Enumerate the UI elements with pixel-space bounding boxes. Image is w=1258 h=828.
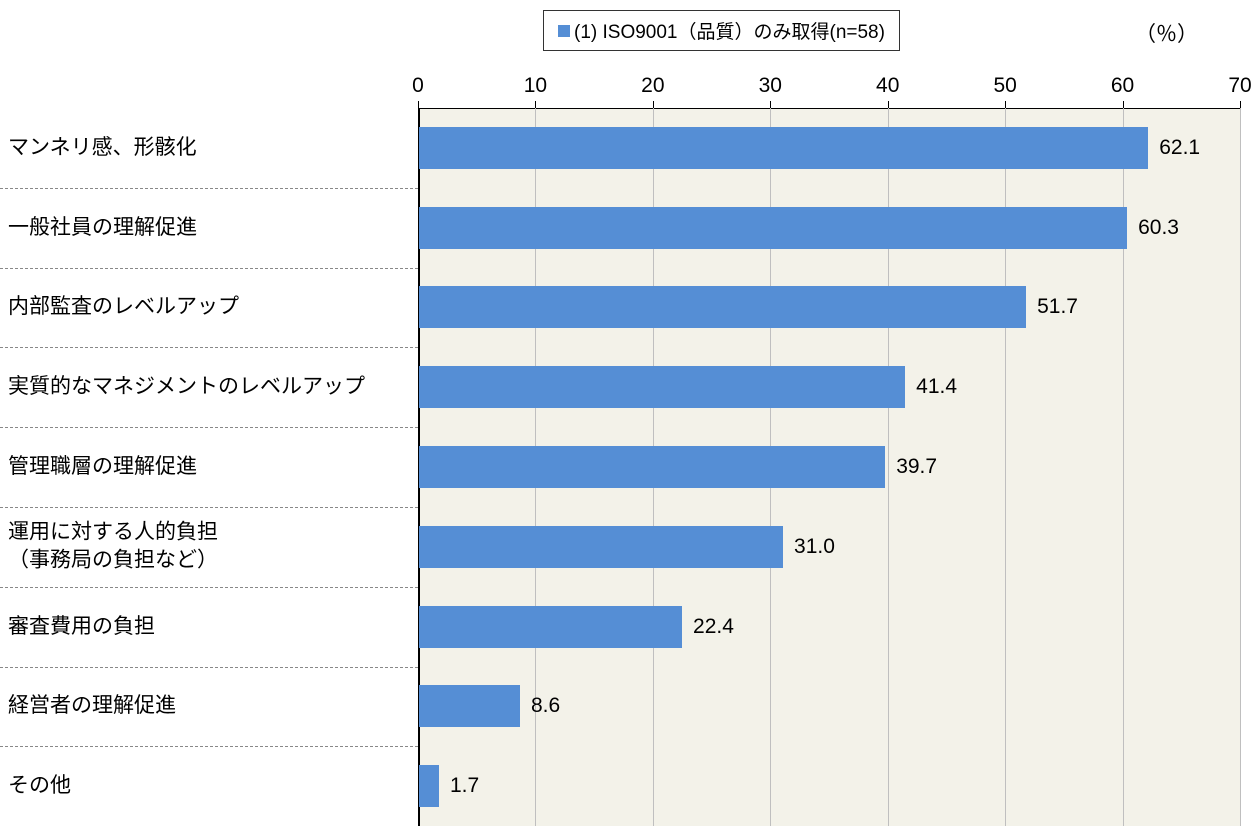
bar <box>419 765 439 807</box>
unit-label: （％） <box>1135 18 1198 48</box>
chart-row: 運用に対する人的負担 （事務局の負担など）31.0 <box>418 507 1240 587</box>
tick-mark <box>1123 101 1124 108</box>
tick-mark <box>535 101 536 108</box>
tick-mark <box>1240 101 1241 108</box>
chart-row: マンネリ感、形骸化62.1 <box>418 108 1240 188</box>
row-divider <box>0 427 418 428</box>
x-tick-label: 40 <box>876 74 899 98</box>
row-divider <box>0 667 418 668</box>
row-divider <box>0 587 418 588</box>
legend: (1) ISO9001（品質）のみ取得(n=58) <box>543 10 900 51</box>
row-divider <box>0 268 418 269</box>
chart-row: 管理職層の理解促進39.7 <box>418 427 1240 507</box>
bar <box>419 446 885 488</box>
tick-mark <box>1005 101 1006 108</box>
value-label: 41.4 <box>904 375 957 399</box>
x-tick-label: 50 <box>993 74 1016 98</box>
tick-mark <box>888 101 889 108</box>
x-tick-label: 10 <box>524 74 547 98</box>
category-label: 実質的なマネジメントのレベルアップ <box>8 373 418 401</box>
value-label: 31.0 <box>782 535 835 559</box>
row-divider <box>0 188 418 189</box>
chart-row: 審査費用の負担22.4 <box>418 587 1240 667</box>
category-label: 審査費用の負担 <box>8 613 418 641</box>
bar <box>419 286 1026 328</box>
legend-text: (1) ISO9001（品質）のみ取得(n=58) <box>574 17 885 44</box>
category-label: その他 <box>8 772 418 800</box>
bar <box>419 685 520 727</box>
tick-mark <box>770 101 771 108</box>
category-label: マンネリ感、形骸化 <box>8 134 418 162</box>
row-divider <box>0 347 418 348</box>
bar <box>419 207 1127 249</box>
value-label: 39.7 <box>884 455 937 479</box>
category-label: 内部監査のレベルアップ <box>8 293 418 321</box>
value-label: 62.1 <box>1147 136 1200 160</box>
chart-row: 実質的なマネジメントのレベルアップ41.4 <box>418 347 1240 427</box>
category-label: 運用に対する人的負担 （事務局の負担など） <box>8 519 418 576</box>
x-tick-label: 60 <box>1111 74 1134 98</box>
legend-swatch <box>558 25 570 37</box>
value-label: 1.7 <box>438 774 479 798</box>
chart-row: 内部監査のレベルアップ51.7 <box>418 268 1240 348</box>
category-label: 管理職層の理解促進 <box>8 453 418 481</box>
row-divider <box>0 746 418 747</box>
bar <box>419 606 682 648</box>
bar <box>419 366 905 408</box>
value-label: 22.4 <box>681 615 734 639</box>
tick-mark <box>418 101 419 108</box>
plot-area: 010203040506070マンネリ感、形骸化62.1一般社員の理解促進60.… <box>418 108 1240 826</box>
x-tick-label: 30 <box>759 74 782 98</box>
value-label: 51.7 <box>1025 295 1078 319</box>
x-tick-label: 0 <box>412 74 424 98</box>
category-label: 一般社員の理解促進 <box>8 214 418 242</box>
bar <box>419 127 1148 169</box>
bar <box>419 526 783 568</box>
tick-mark <box>653 101 654 108</box>
chart-row: 一般社員の理解促進60.3 <box>418 188 1240 268</box>
row-divider <box>0 507 418 508</box>
x-tick-label: 20 <box>641 74 664 98</box>
category-label: 経営者の理解促進 <box>8 692 418 720</box>
value-label: 8.6 <box>519 694 560 718</box>
chart-container: (1) ISO9001（品質）のみ取得(n=58) （％） 0102030405… <box>0 0 1258 828</box>
gridline <box>1240 108 1241 826</box>
x-tick-label: 70 <box>1228 74 1251 98</box>
value-label: 60.3 <box>1126 216 1179 240</box>
chart-row: その他1.7 <box>418 746 1240 826</box>
chart-row: 経営者の理解促進8.6 <box>418 667 1240 747</box>
